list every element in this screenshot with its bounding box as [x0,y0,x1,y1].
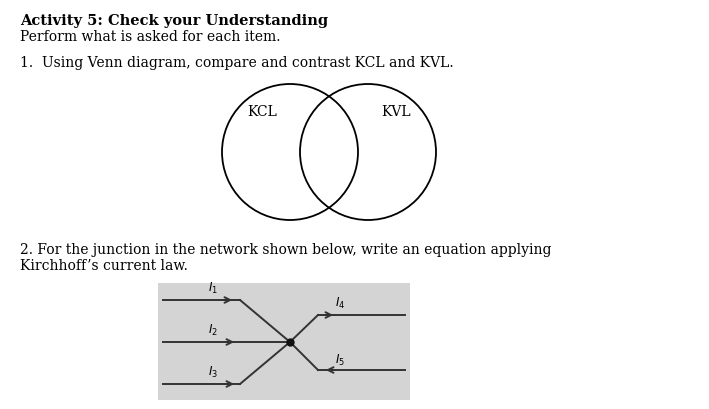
Text: 1.  Using Venn diagram, compare and contrast KCL and KVL.: 1. Using Venn diagram, compare and contr… [20,56,454,70]
Text: $I_1$: $I_1$ [208,281,218,296]
Text: KVL: KVL [381,105,411,119]
Text: Perform what is asked for each item.: Perform what is asked for each item. [20,30,281,44]
Text: KCL: KCL [247,105,277,119]
Text: $I_5$: $I_5$ [335,353,345,368]
Text: $I_3$: $I_3$ [208,365,218,380]
Text: $I_2$: $I_2$ [208,323,218,338]
Bar [158,283,410,400]
Text: Kirchhoff’s current law.: Kirchhoff’s current law. [20,259,188,273]
Text: $I_4$: $I_4$ [335,296,345,311]
Text: 2. For the junction in the network shown below, write an equation applying: 2. For the junction in the network shown… [20,243,552,257]
Text: Activity 5: Check your Understanding: Activity 5: Check your Understanding [20,14,328,28]
